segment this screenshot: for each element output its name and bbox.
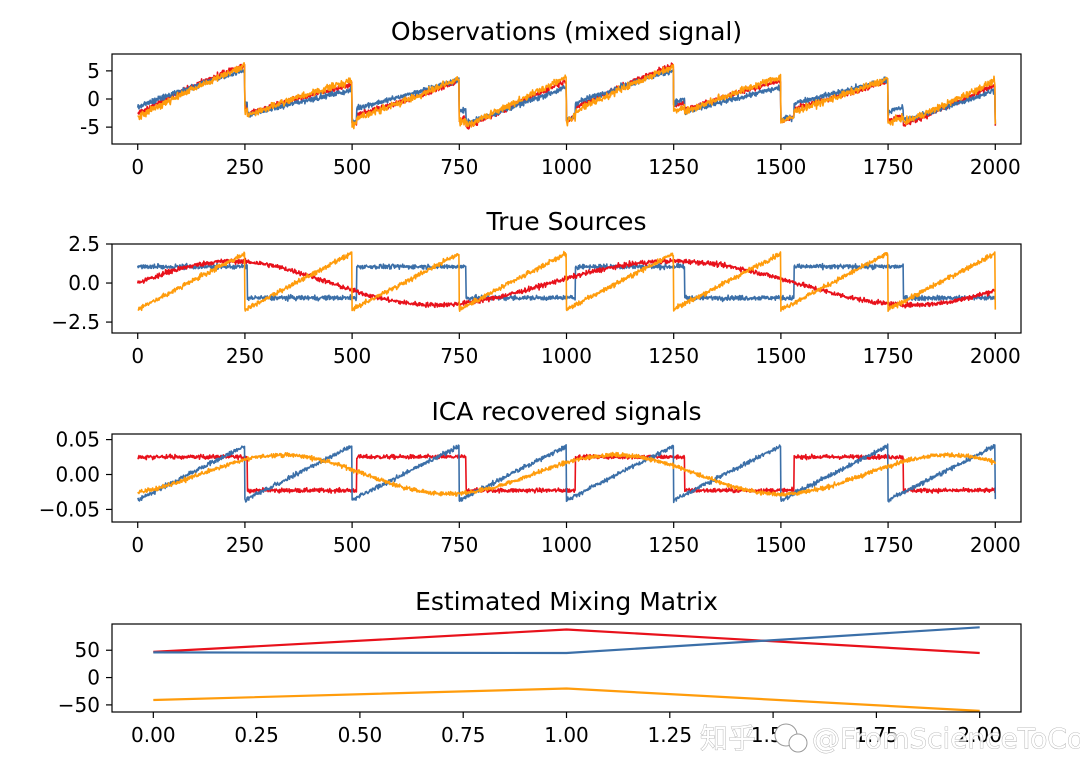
x-tick-label: 1250 — [648, 155, 699, 179]
y-tick-label: −0.05 — [39, 497, 100, 521]
y-tick-label: 2.5 — [68, 232, 100, 256]
chart-title: Estimated Mixing Matrix — [415, 587, 718, 616]
chart-title: True Sources — [486, 207, 647, 236]
x-tick-label: 1500 — [755, 344, 806, 368]
x-tick-label: 750 — [440, 344, 478, 368]
x-tick-label: 750 — [440, 533, 478, 557]
y-tick-label: −2.5 — [51, 310, 100, 334]
y-tick-label: 0 — [87, 666, 100, 690]
x-tick-label: 1750 — [863, 533, 914, 557]
series-line-2 — [153, 626, 980, 655]
series-line-2 — [136, 443, 997, 504]
y-tick-label: 0.0 — [68, 271, 100, 295]
watermark-right-text: @FromScienceToCode 测试科研 — [812, 722, 1080, 755]
x-tick-label: 0 — [131, 344, 144, 368]
x-tick-label: 1.00 — [544, 723, 589, 747]
x-tick-label: 0.25 — [234, 723, 279, 747]
x-tick-label: 2.00 — [957, 723, 1002, 747]
x-tick-label: 0 — [131, 155, 144, 179]
x-tick-label: 750 — [440, 155, 478, 179]
axes-frame — [111, 623, 1022, 713]
chart-2: True Sources 0 250 500 750 1000 1250 1500 1750 20… — [51, 207, 1022, 368]
x-tick-label: 1750 — [863, 155, 914, 179]
series-line-3 — [137, 250, 997, 313]
x-tick-label: 1750 — [863, 344, 914, 368]
y-tick-label: -5 — [80, 115, 100, 139]
y-tick-label: 0.00 — [55, 463, 100, 487]
x-tick-label: 500 — [333, 533, 371, 557]
x-tick-label: 250 — [226, 155, 264, 179]
series-line-3 — [137, 451, 997, 497]
series-group — [136, 250, 997, 313]
x-tick-label: 500 — [333, 344, 371, 368]
series-group — [136, 62, 997, 130]
x-tick-label: 1250 — [648, 533, 699, 557]
x-tick-label: 250 — [226, 344, 264, 368]
x-tick-label: 250 — [226, 533, 264, 557]
x-tick-label: 1500 — [755, 533, 806, 557]
y-tick-label: 5 — [87, 59, 100, 83]
x-tick-label: 0 — [131, 533, 144, 557]
x-tick-label: 1250 — [648, 344, 699, 368]
x-tick-label: 0.50 — [338, 723, 383, 747]
x-tick-label: 1.75 — [854, 723, 899, 747]
charts-container: Observations (mixed signal)0 250 500 750 100… — [39, 17, 1022, 747]
series-line-3 — [137, 62, 997, 130]
y-tick-label: 0 — [87, 87, 100, 111]
x-tick-label: 500 — [333, 155, 371, 179]
y-tick-label: 50 — [75, 638, 100, 662]
x-tick-label: 2000 — [970, 344, 1021, 368]
x-tick-label: 2000 — [970, 155, 1021, 179]
y-tick-label: −50 — [58, 693, 100, 717]
x-tick-label: 0.00 — [131, 723, 176, 747]
chart-3: ICA recovered signals 0 250 500 750 1000 1250 1… — [39, 397, 1022, 557]
watermark: 知乎 @FromScienceToCode 测试科研 — [700, 722, 1080, 756]
chart-title: ICA recovered signals — [431, 397, 701, 426]
x-tick-label: 1000 — [541, 155, 592, 179]
series-group — [136, 443, 997, 504]
series-group — [153, 626, 980, 712]
chart-1: Observations (mixed signal) 0 250 500 750 100… — [80, 17, 1022, 179]
series-line-3 — [153, 687, 980, 712]
x-tick-label: 1.25 — [648, 723, 693, 747]
series-line-1 — [153, 628, 980, 655]
x-tick-label: 0.75 — [441, 723, 486, 747]
x-tick-label: 2000 — [970, 533, 1021, 557]
x-tick-label: 1000 — [541, 344, 592, 368]
x-tick-label: 1500 — [755, 155, 806, 179]
chart-4: Estimated Mixing Matrix 0.00 0.25 0.50 0.75 1… — [58, 587, 1022, 747]
y-tick-label: 0.05 — [55, 428, 100, 452]
chart-title: Observations (mixed signal) — [391, 17, 742, 46]
x-tick-label: 1000 — [541, 533, 592, 557]
watermark-left-text: 知乎 — [700, 722, 756, 755]
wechat-logo-icon — [774, 723, 808, 753]
